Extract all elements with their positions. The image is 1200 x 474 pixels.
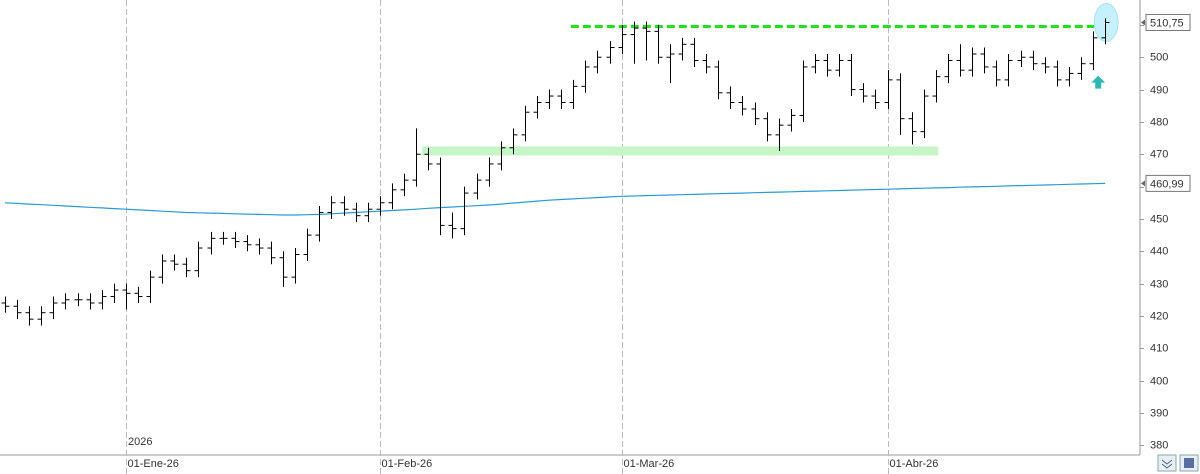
y-tick-label: 410 — [1150, 342, 1168, 354]
x-tick-label: 01-Mar-26 — [624, 458, 675, 470]
y-tick-label: 480 — [1150, 116, 1168, 128]
y-tick-label: 440 — [1150, 245, 1168, 257]
y-tick-label: 430 — [1150, 278, 1168, 290]
y-tick-label: 450 — [1150, 213, 1168, 225]
price-label: 460,99 — [1150, 178, 1184, 190]
y-tick-label: 500 — [1150, 51, 1168, 63]
y-tick-label: 390 — [1150, 407, 1168, 419]
x-tick-label: 01-Feb-26 — [382, 458, 433, 470]
scroll-icon — [1161, 459, 1173, 469]
up-arrow — [1091, 75, 1106, 89]
price-pointer — [1141, 19, 1145, 26]
y-tick-label: 420 — [1150, 310, 1168, 322]
moving-average — [4, 182, 1106, 216]
x-tick-label: 01-Ene-26 — [128, 458, 179, 470]
y-tick-label: 380 — [1150, 439, 1168, 451]
save-icon — [1184, 458, 1194, 468]
y-tick-label: 400 — [1150, 375, 1168, 387]
x-tick-label: 01-Abr-26 — [890, 458, 939, 470]
price-label: 510,75 — [1150, 17, 1184, 29]
price-box — [1145, 174, 1191, 192]
scroll-button[interactable] — [1157, 454, 1177, 472]
year-label: 2026 — [128, 436, 152, 448]
y-tick-label: 490 — [1150, 84, 1168, 96]
price-box — [1145, 13, 1191, 31]
price-pointer — [1141, 180, 1145, 187]
y-tick-label: 470 — [1150, 148, 1168, 160]
